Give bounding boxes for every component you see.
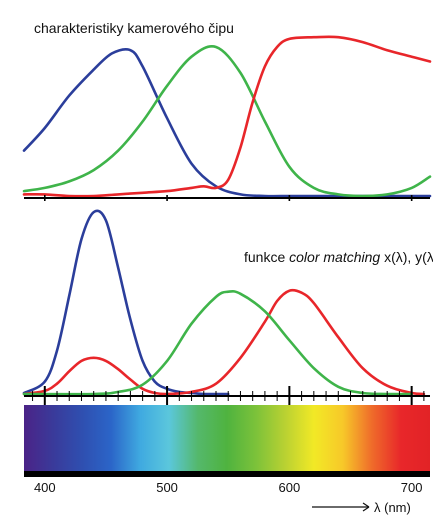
- top-series-line-1: [22, 45, 432, 198]
- bottom-title-prefix: funkce: [244, 249, 289, 265]
- x-tick-labels: 400 500 600 700: [34, 480, 423, 495]
- bottom-series-line-2: [22, 289, 413, 396]
- x-tick-label-700: 700: [401, 480, 423, 495]
- top-panel: charakteristiky kamerového čipu: [22, 20, 432, 201]
- spectrum-bar: [24, 405, 430, 471]
- bottom-title: funkce color matching x(λ), y(λ) a z(λ): [244, 249, 433, 265]
- bottom-ticks: [32, 386, 425, 406]
- top-title: charakteristiky kamerového čipu: [34, 20, 234, 36]
- bottom-series-line-0: [22, 209, 230, 396]
- axis-arrow-head: [362, 502, 370, 512]
- top-series-group: [22, 35, 432, 198]
- top-series-line-2: [22, 35, 432, 198]
- x-tick-label-400: 400: [34, 480, 56, 495]
- bottom-series-group: [22, 209, 426, 396]
- bottom-panel: funkce color matching x(λ), y(λ) a z(λ): [22, 209, 433, 406]
- bottom-series-line-1: [22, 288, 426, 396]
- x-tick-label-600: 600: [279, 480, 301, 495]
- x-axis-label: λ (nm): [374, 500, 411, 515]
- bottom-title-suffix: x(λ), y(λ) a z(λ): [380, 249, 433, 265]
- spectrum-bottom-edge: [24, 471, 430, 477]
- bottom-title-italic: color matching: [289, 249, 380, 265]
- top-ticks: [43, 195, 413, 201]
- x-tick-label-500: 500: [156, 480, 178, 495]
